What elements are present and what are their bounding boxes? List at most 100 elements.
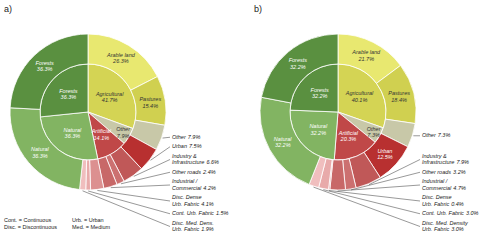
slice-annotation: Industry &Infrastructure6.6%: [172, 153, 219, 166]
slice-annotation: Disc. DenseUrb. Fabric4.1%: [172, 194, 214, 207]
slice-label: Forests36.3%: [59, 88, 78, 101]
slice-label-category: Natural: [274, 136, 293, 142]
slice-annotation-value: 7.9%: [456, 159, 469, 165]
slice-annotation: Industrial /Commercial4.7%: [422, 178, 466, 191]
slice-annotation-category: Urb. Fabric: [422, 201, 449, 207]
slice-label: Pastures18.4%: [388, 90, 410, 103]
chart-title: a): [4, 4, 12, 14]
slice-annotation-category: Urban: [172, 143, 187, 149]
slice-label-value: 14.1%: [94, 135, 110, 141]
slice-annotation-value: 7.3%: [438, 132, 451, 138]
slice-annotation: Other7.9%: [172, 134, 200, 140]
slice-annotation-category: Disc. Dense: [422, 194, 452, 200]
slice-label: Arable land21.7%: [351, 49, 381, 62]
leader-line: [121, 172, 170, 184]
slice-label: Other7.3%: [367, 126, 382, 139]
slice-annotation-value: 3.0%: [451, 226, 464, 232]
slice-annotation-category: Disc. Dense: [172, 194, 202, 200]
note-line: Disc. = Discontinuous: [4, 224, 57, 230]
slice-annotation-value: 4.1%: [201, 201, 214, 207]
slice-label-value: 15.4%: [142, 103, 158, 109]
leader-line: [88, 191, 170, 214]
slice-label-category: Other: [367, 126, 382, 132]
slice-annotation-value: 7.5%: [189, 143, 202, 149]
slice-annotation-category: Disc. Med. Dens.: [172, 220, 214, 226]
slice-label-category: Forests: [59, 88, 78, 94]
slice-annotation-category: Cont. Urb. Fabric: [172, 210, 214, 216]
leader-line: [97, 190, 170, 201]
slice-annotation-category: Other roads: [172, 169, 201, 175]
slice-label-value: 21.7%: [357, 56, 374, 62]
slice-label-category: Agricultural: [95, 91, 124, 97]
slice-annotation-value: 7.9%: [188, 134, 201, 140]
slice-annotation-value: 4.2%: [203, 185, 216, 191]
slice-annotation-value: 0.4%: [451, 201, 464, 207]
panel: a) Agricultural41.7% Other7.9% Artificial14…: [4, 4, 229, 232]
slice-label-category: Artificial: [338, 130, 359, 136]
slice-label: Artificial20.3%: [338, 130, 359, 143]
pie-wedge: [90, 159, 104, 190]
slice-annotation: Disc. Med. Dens.Urb. Fabric1.9%: [172, 220, 214, 233]
labels: Agricultural40.1%Other7.3%Artificial20.3…: [274, 49, 479, 232]
slice-label: Forests32.2%: [289, 57, 308, 70]
note: Cont. = ContinuousDisc. = Discontinuous: [4, 217, 57, 230]
pie-wedge: [376, 65, 416, 123]
slice-annotation-category: Disc. Med. Density: [422, 220, 469, 226]
slice-annotation-value: 6.6%: [206, 159, 219, 165]
note: Urb. = UrbanMed. = Medium: [72, 217, 110, 230]
slice-label: Natural36.3%: [64, 127, 83, 140]
slice-annotation: Disc. Med. DensityUrb. Fabric3.0%: [422, 220, 469, 233]
slice-annotation-category: Industry &: [422, 153, 447, 159]
slice-label-category: Arable land: [351, 49, 381, 55]
wedges: [10, 34, 166, 190]
slice-annotation: Industry &Infrastructure7.9%: [422, 153, 469, 166]
slice-label-category: Artificial: [91, 128, 112, 134]
leader-line: [314, 187, 420, 226]
slice-label: Pastures15.4%: [139, 96, 161, 109]
slice-annotation: Other roads3.2%: [422, 169, 466, 175]
slice-annotation-category: Industrial /: [422, 178, 448, 184]
slice-label: Natural32.2%: [309, 123, 328, 136]
leader-line: [134, 160, 170, 177]
note-line: Urb. = Urban: [72, 217, 104, 223]
slice-annotation-category: Commercial: [422, 185, 452, 191]
slice-annotation-value: 3.2%: [453, 169, 466, 175]
pie-wedge: [131, 77, 166, 126]
wedges: [260, 34, 416, 190]
slice-annotation-category: Industry &: [172, 153, 197, 159]
note-line: Cont. = Continuous: [4, 217, 51, 223]
pie-wedge: [261, 34, 338, 103]
slice-label-category: Forests: [289, 57, 308, 63]
pie-wedge: [260, 97, 320, 184]
leader-line: [329, 190, 420, 201]
slice-label-value: 36.3%: [32, 153, 48, 159]
slice-label: Agricultural40.1%: [345, 90, 374, 103]
slice-label-category: Forests: [36, 60, 55, 66]
leader-line: [163, 137, 170, 139]
slice-label-value: 32.2%: [290, 64, 306, 70]
slice-label: Natural32.2%: [274, 136, 293, 149]
slice-annotation-category: Infrastructure: [422, 159, 454, 165]
slice-label-value: 36.3%: [37, 66, 53, 72]
leader-line: [323, 190, 420, 214]
slice-annotation-value: 3.0%: [466, 210, 479, 216]
slice-annotation-category: Other roads: [422, 169, 451, 175]
leader-line: [413, 135, 420, 136]
slice-annotation-category: Industrial /: [172, 178, 198, 184]
leader-line: [111, 185, 170, 188]
slice-label-category: Pastures: [139, 96, 161, 102]
slice-annotation-category: Commercial: [172, 185, 202, 191]
slice-label-category: Pastures: [388, 90, 410, 96]
leader-line: [369, 160, 420, 185]
slice-annotation: Cont. Urb. Fabric1.5%: [172, 210, 229, 216]
slice-label-value: 36.3%: [65, 133, 81, 139]
leader-line: [151, 147, 170, 161]
slice-label: Urban12.5%: [377, 148, 393, 161]
slice-label-value: 41.7%: [102, 97, 118, 103]
slice-annotation-category: Urb. Fabric: [172, 226, 199, 232]
slice-annotation: Industrial /Commercial4.2%: [172, 178, 216, 191]
slice-annotation-category: Urb. Fabric: [172, 201, 199, 207]
slice-label-category: Natural: [64, 127, 83, 133]
slice-annotation-value: 1.9%: [201, 226, 214, 232]
slice-annotation: Other7.3%: [422, 132, 450, 138]
